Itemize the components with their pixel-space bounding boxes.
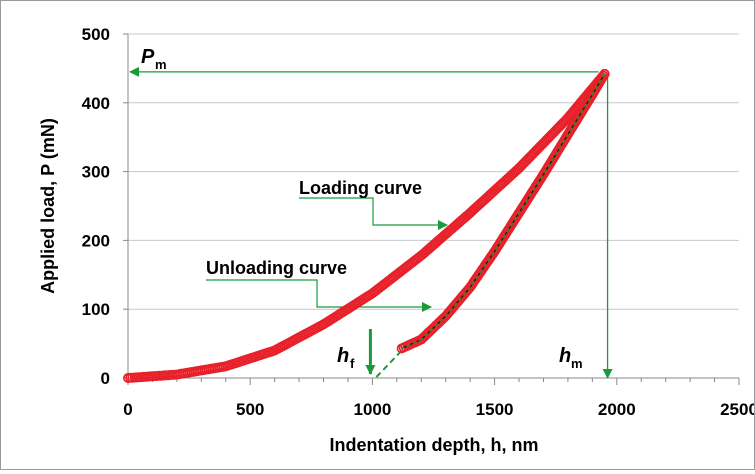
x-tick-label: 1500 <box>476 400 514 419</box>
y-axis-title: Applied load, P (mN) <box>38 118 58 294</box>
hf-symbol-subscript: f <box>350 356 355 371</box>
x-tick-labels: 0 500 1000 1500 2000 2500 <box>123 400 755 419</box>
hm-symbol: h m <box>559 345 583 371</box>
x-axis-title: Indentation depth, h, nm <box>330 435 539 455</box>
hm-symbol-letter: h <box>559 345 571 367</box>
x-tick-label: 500 <box>236 400 264 419</box>
pm-symbol-letter: P <box>141 46 155 68</box>
y-tick-labels: 0 100 200 300 400 500 <box>82 25 110 388</box>
loading-curve-label: Loading curve <box>299 178 422 198</box>
y-tick-label: 500 <box>82 25 110 44</box>
axes <box>127 34 739 379</box>
unloading-leader <box>206 279 432 312</box>
unloading-fit-line <box>401 73 606 350</box>
pm-symbol: P m <box>141 46 167 72</box>
loading-series <box>123 68 610 383</box>
unloading-series <box>396 68 610 354</box>
unloading-curve-label: Unloading curve <box>206 258 347 278</box>
y-tick-label: 200 <box>82 231 110 250</box>
unloading-point <box>396 343 407 354</box>
y-tick-label: 400 <box>82 94 110 113</box>
x-tick-label: 0 <box>123 400 132 419</box>
hm-symbol-subscript: m <box>571 356 583 371</box>
unloading-fit-core <box>401 73 606 349</box>
hf-extrapolation <box>375 347 405 378</box>
hf-symbol: h f <box>337 345 355 371</box>
y-tick-label: 300 <box>82 163 110 182</box>
y-tick-label: 0 <box>101 369 110 388</box>
hf-symbol-letter: h <box>337 345 349 367</box>
x-tick-label: 1000 <box>353 400 391 419</box>
annotation-lines <box>129 66 613 379</box>
x-tick-label: 2500 <box>720 400 754 419</box>
loading-leader <box>299 197 448 230</box>
pm-symbol-subscript: m <box>155 57 167 72</box>
x-tick-label: 2000 <box>598 400 636 419</box>
y-tick-label: 100 <box>82 300 110 319</box>
